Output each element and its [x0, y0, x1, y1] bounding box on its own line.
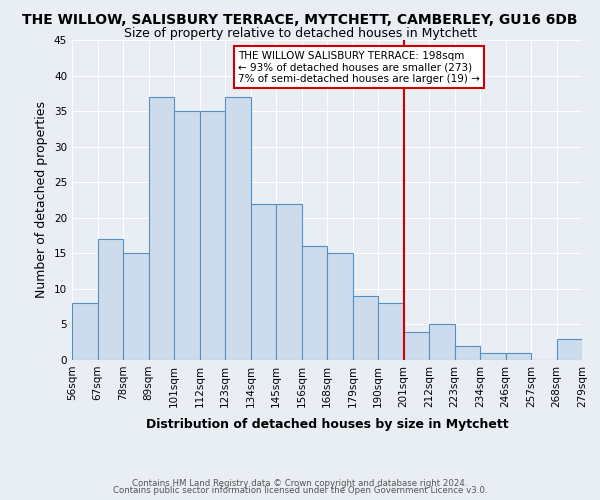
Bar: [174, 111, 199, 360]
Bar: [505, 353, 531, 360]
Bar: [276, 204, 302, 360]
Bar: [378, 303, 404, 360]
Text: Contains HM Land Registry data © Crown copyright and database right 2024.: Contains HM Land Registry data © Crown c…: [132, 478, 468, 488]
X-axis label: Distribution of detached houses by size in Mytchett: Distribution of detached houses by size …: [146, 418, 508, 431]
Bar: [404, 332, 429, 360]
Bar: [429, 324, 455, 360]
Bar: [149, 97, 174, 360]
Bar: [97, 239, 123, 360]
Bar: [123, 254, 149, 360]
Bar: [72, 303, 97, 360]
Bar: [251, 204, 276, 360]
Bar: [353, 296, 378, 360]
Bar: [225, 97, 251, 360]
Bar: [199, 111, 225, 360]
Bar: [455, 346, 480, 360]
Y-axis label: Number of detached properties: Number of detached properties: [35, 102, 49, 298]
Bar: [480, 353, 505, 360]
Bar: [557, 338, 582, 360]
Text: THE WILLOW, SALISBURY TERRACE, MYTCHETT, CAMBERLEY, GU16 6DB: THE WILLOW, SALISBURY TERRACE, MYTCHETT,…: [22, 12, 578, 26]
Bar: [302, 246, 327, 360]
Text: Size of property relative to detached houses in Mytchett: Size of property relative to detached ho…: [124, 28, 476, 40]
Text: THE WILLOW SALISBURY TERRACE: 198sqm
← 93% of detached houses are smaller (273)
: THE WILLOW SALISBURY TERRACE: 198sqm ← 9…: [238, 50, 479, 84]
Bar: [327, 254, 353, 360]
Text: Contains public sector information licensed under the Open Government Licence v3: Contains public sector information licen…: [113, 486, 487, 495]
